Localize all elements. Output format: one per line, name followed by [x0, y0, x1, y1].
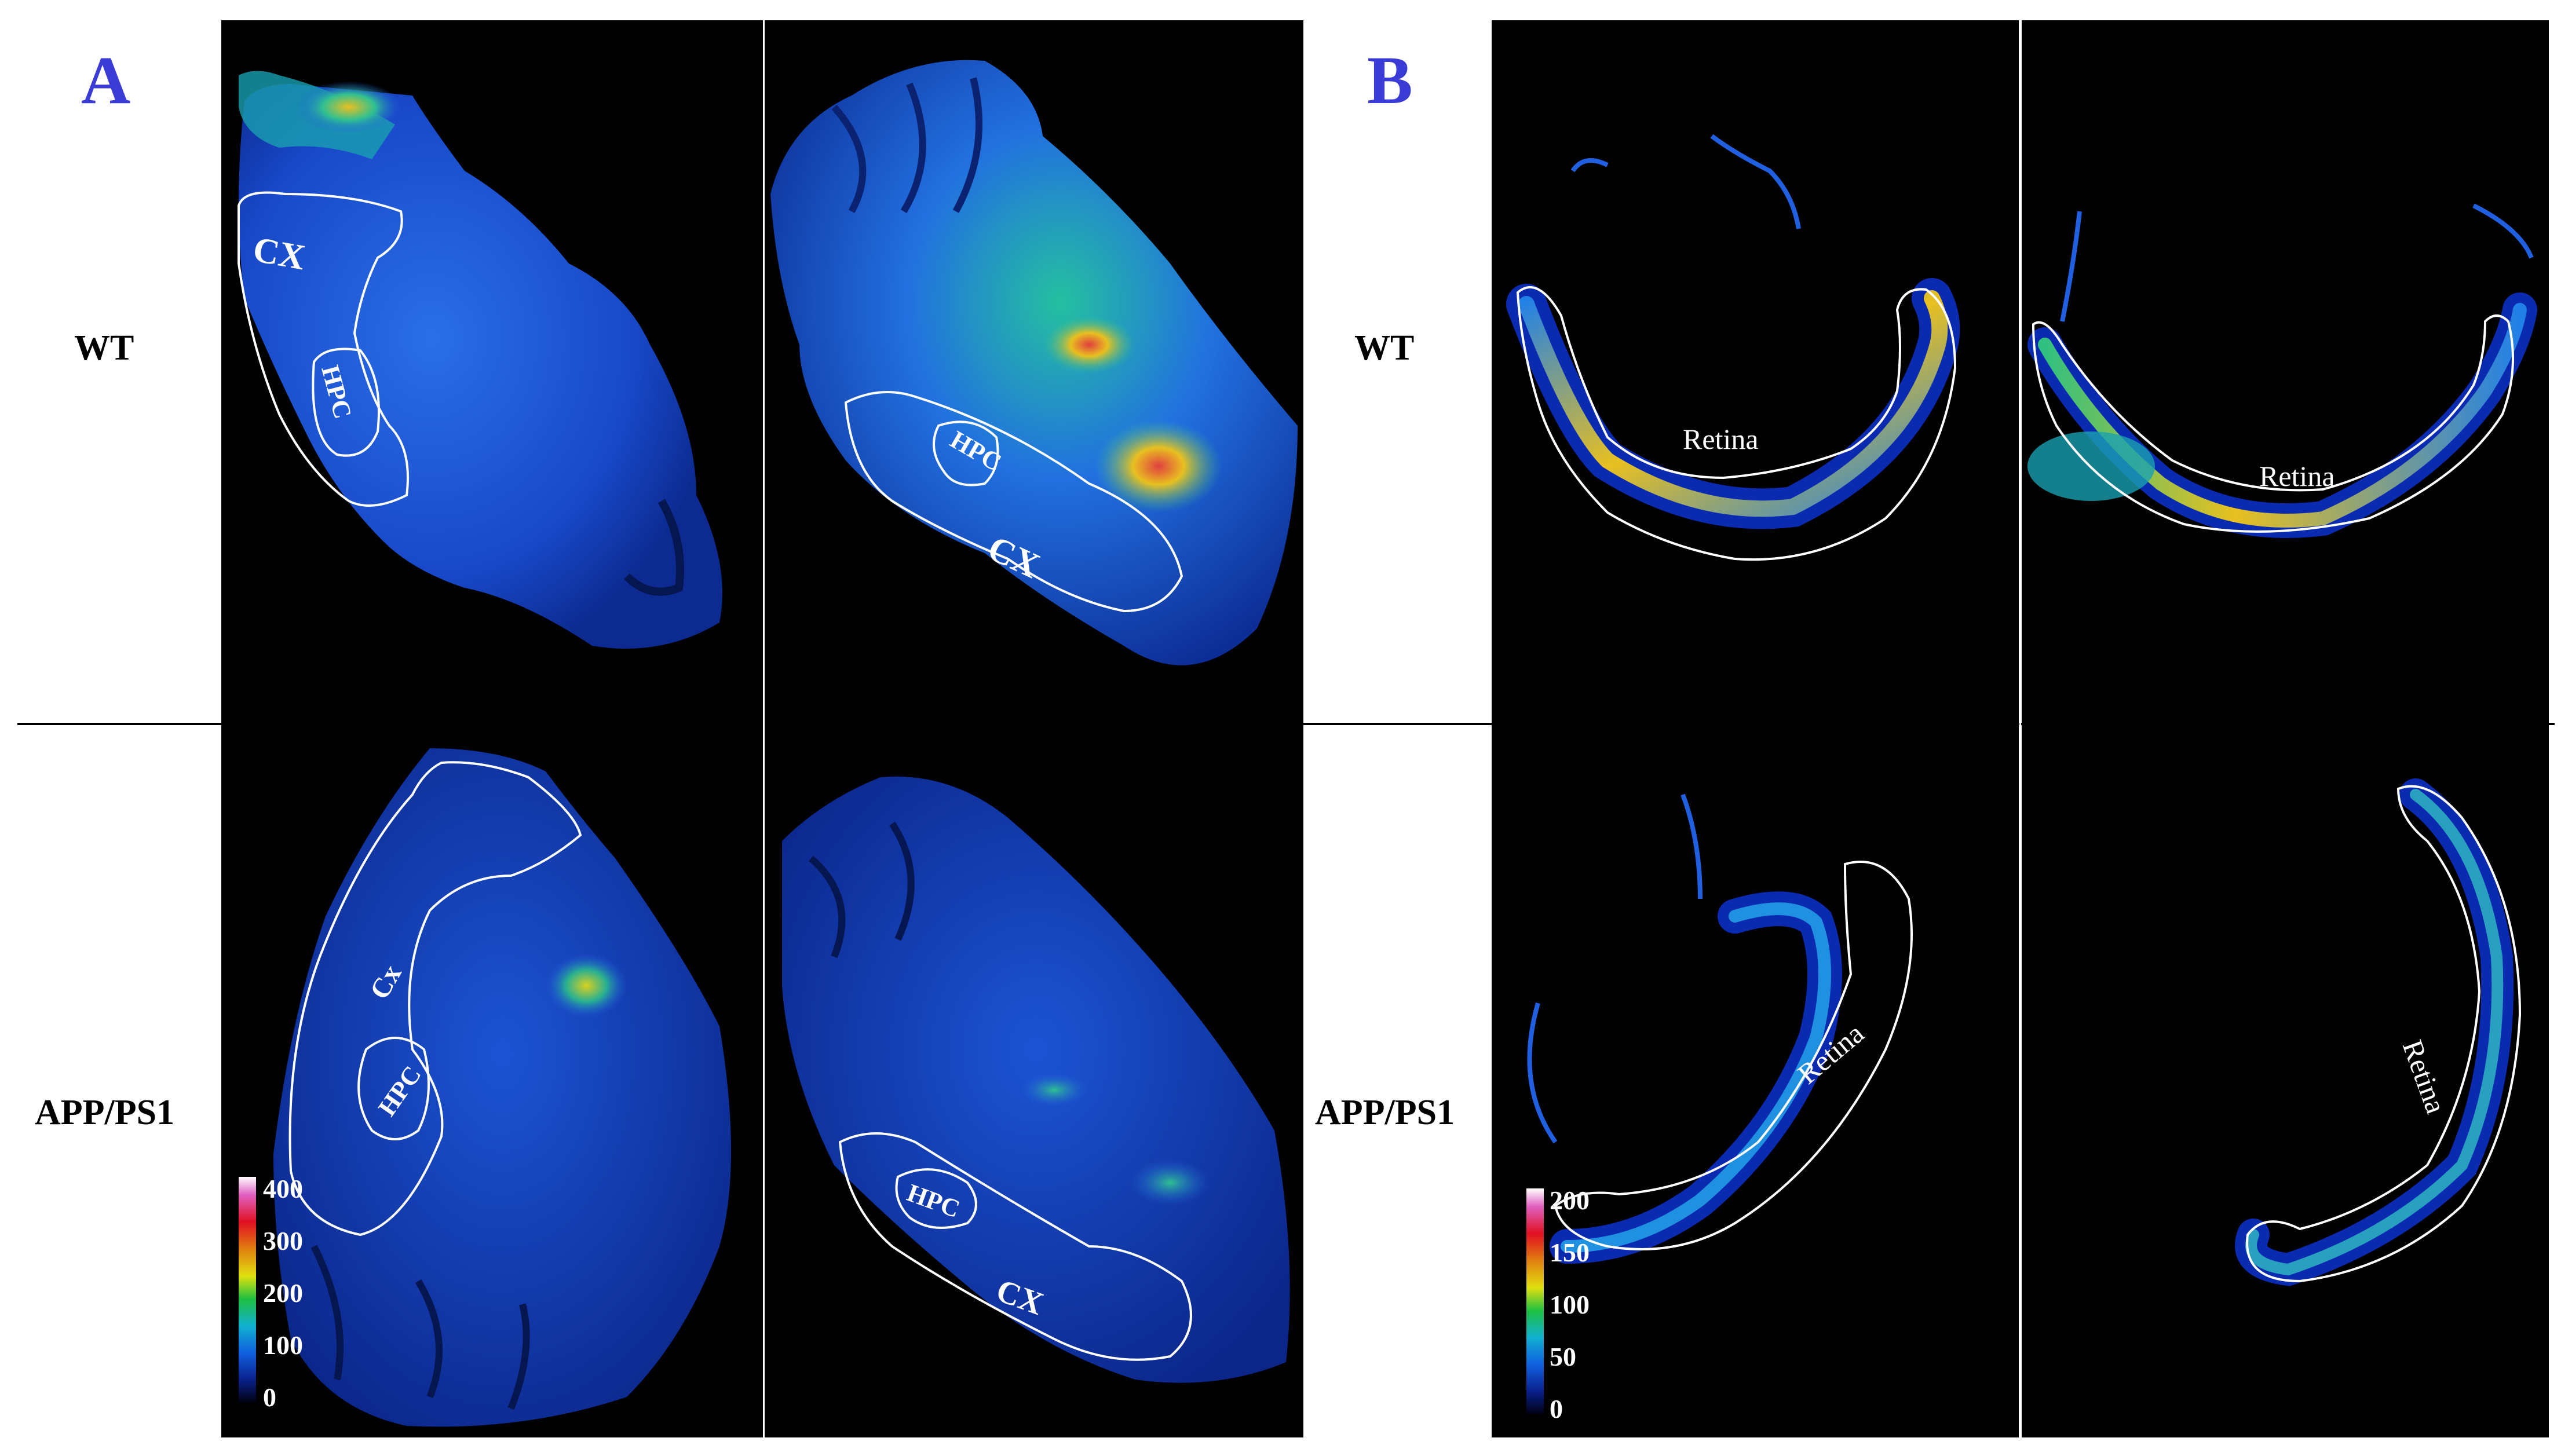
row-label-app-b: APP/PS1 — [1315, 1093, 1455, 1132]
brain-image-wt-right: HPC CX — [765, 20, 1303, 723]
row-label-wt-a: WT — [74, 328, 134, 368]
scale-tick-b-2: 100 — [1550, 1290, 1590, 1319]
region-label-cx: CX — [250, 229, 308, 278]
tile-divider — [2019, 20, 2021, 1437]
panel-letter-a: A — [81, 42, 131, 118]
intensity-scale-bar-a — [239, 1177, 256, 1403]
scale-tick-b-1: 150 — [1550, 1238, 1590, 1267]
brain-image-app-right: HPC CX — [765, 725, 1303, 1437]
retina-image-app-right: Retina — [2022, 725, 2549, 1437]
retina-label: Retina — [1683, 423, 1759, 455]
brain-image-wt-left: CX HPC — [221, 20, 763, 723]
brain-image-app-left: Cx HPC 400 300 200 100 0 — [221, 725, 763, 1437]
retina-image-app-left: Retina 200 150 100 50 0 — [1492, 725, 2019, 1437]
retina-image-wt-right: Retina — [2022, 20, 2549, 723]
scale-tick-a-1: 300 — [263, 1226, 303, 1256]
panel-letter-b: B — [1367, 42, 1413, 118]
scale-tick-b-4: 0 — [1550, 1394, 1563, 1424]
row-divider — [17, 723, 2555, 725]
row-label-wt-b: WT — [1354, 328, 1415, 368]
scale-tick-a-3: 100 — [263, 1330, 303, 1360]
scale-tick-b-3: 50 — [1550, 1342, 1576, 1371]
retina-image-wt-left: Retina — [1492, 20, 2019, 723]
tile-divider — [763, 20, 765, 1437]
scale-tick-a-4: 0 — [263, 1382, 276, 1412]
row-label-app-a: APP/PS1 — [35, 1093, 175, 1132]
intensity-scale-bar-b — [1526, 1188, 1544, 1414]
scale-tick-a-2: 200 — [263, 1278, 303, 1308]
scale-tick-a-0: 400 — [263, 1174, 303, 1203]
scale-tick-b-0: 200 — [1550, 1186, 1590, 1215]
retina-label: Retina — [2259, 460, 2335, 492]
